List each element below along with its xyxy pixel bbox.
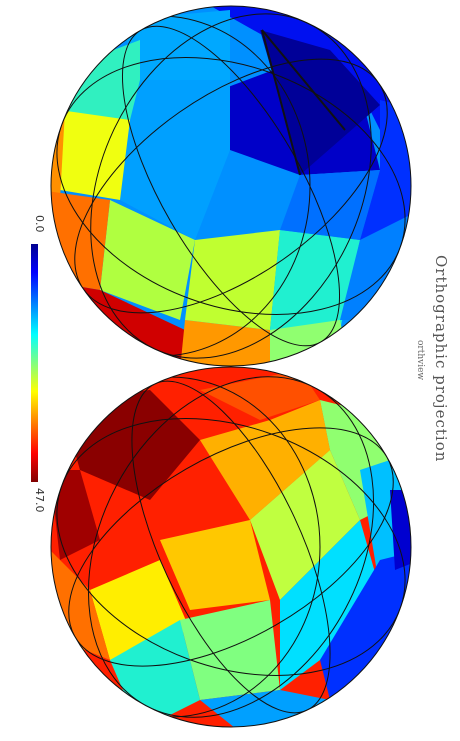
upper-sphere xyxy=(51,6,411,366)
figure-subtitle: orthview xyxy=(415,340,425,381)
lower-patch xyxy=(200,690,330,727)
lower-sphere-outline xyxy=(50,366,412,728)
upper-patch xyxy=(260,30,380,175)
lower-patch xyxy=(51,470,100,560)
figure-title: Orthographic projection xyxy=(432,255,450,463)
lower-patch xyxy=(390,490,411,570)
lower-patch xyxy=(200,370,320,420)
colorbar xyxy=(31,244,38,482)
colorbar-min-label: 0.0 xyxy=(33,215,46,233)
lower-sphere xyxy=(51,367,411,727)
colorbar-max-label: 47.0 xyxy=(33,488,46,513)
lower-patch xyxy=(160,520,270,610)
upper-patch xyxy=(185,230,280,330)
lower-patch xyxy=(200,400,330,520)
upper-patch xyxy=(100,200,195,320)
lower-patch xyxy=(250,450,360,600)
upper-patch xyxy=(120,80,230,240)
upper-patch xyxy=(280,170,380,240)
upper-sphere-outline xyxy=(50,5,412,367)
